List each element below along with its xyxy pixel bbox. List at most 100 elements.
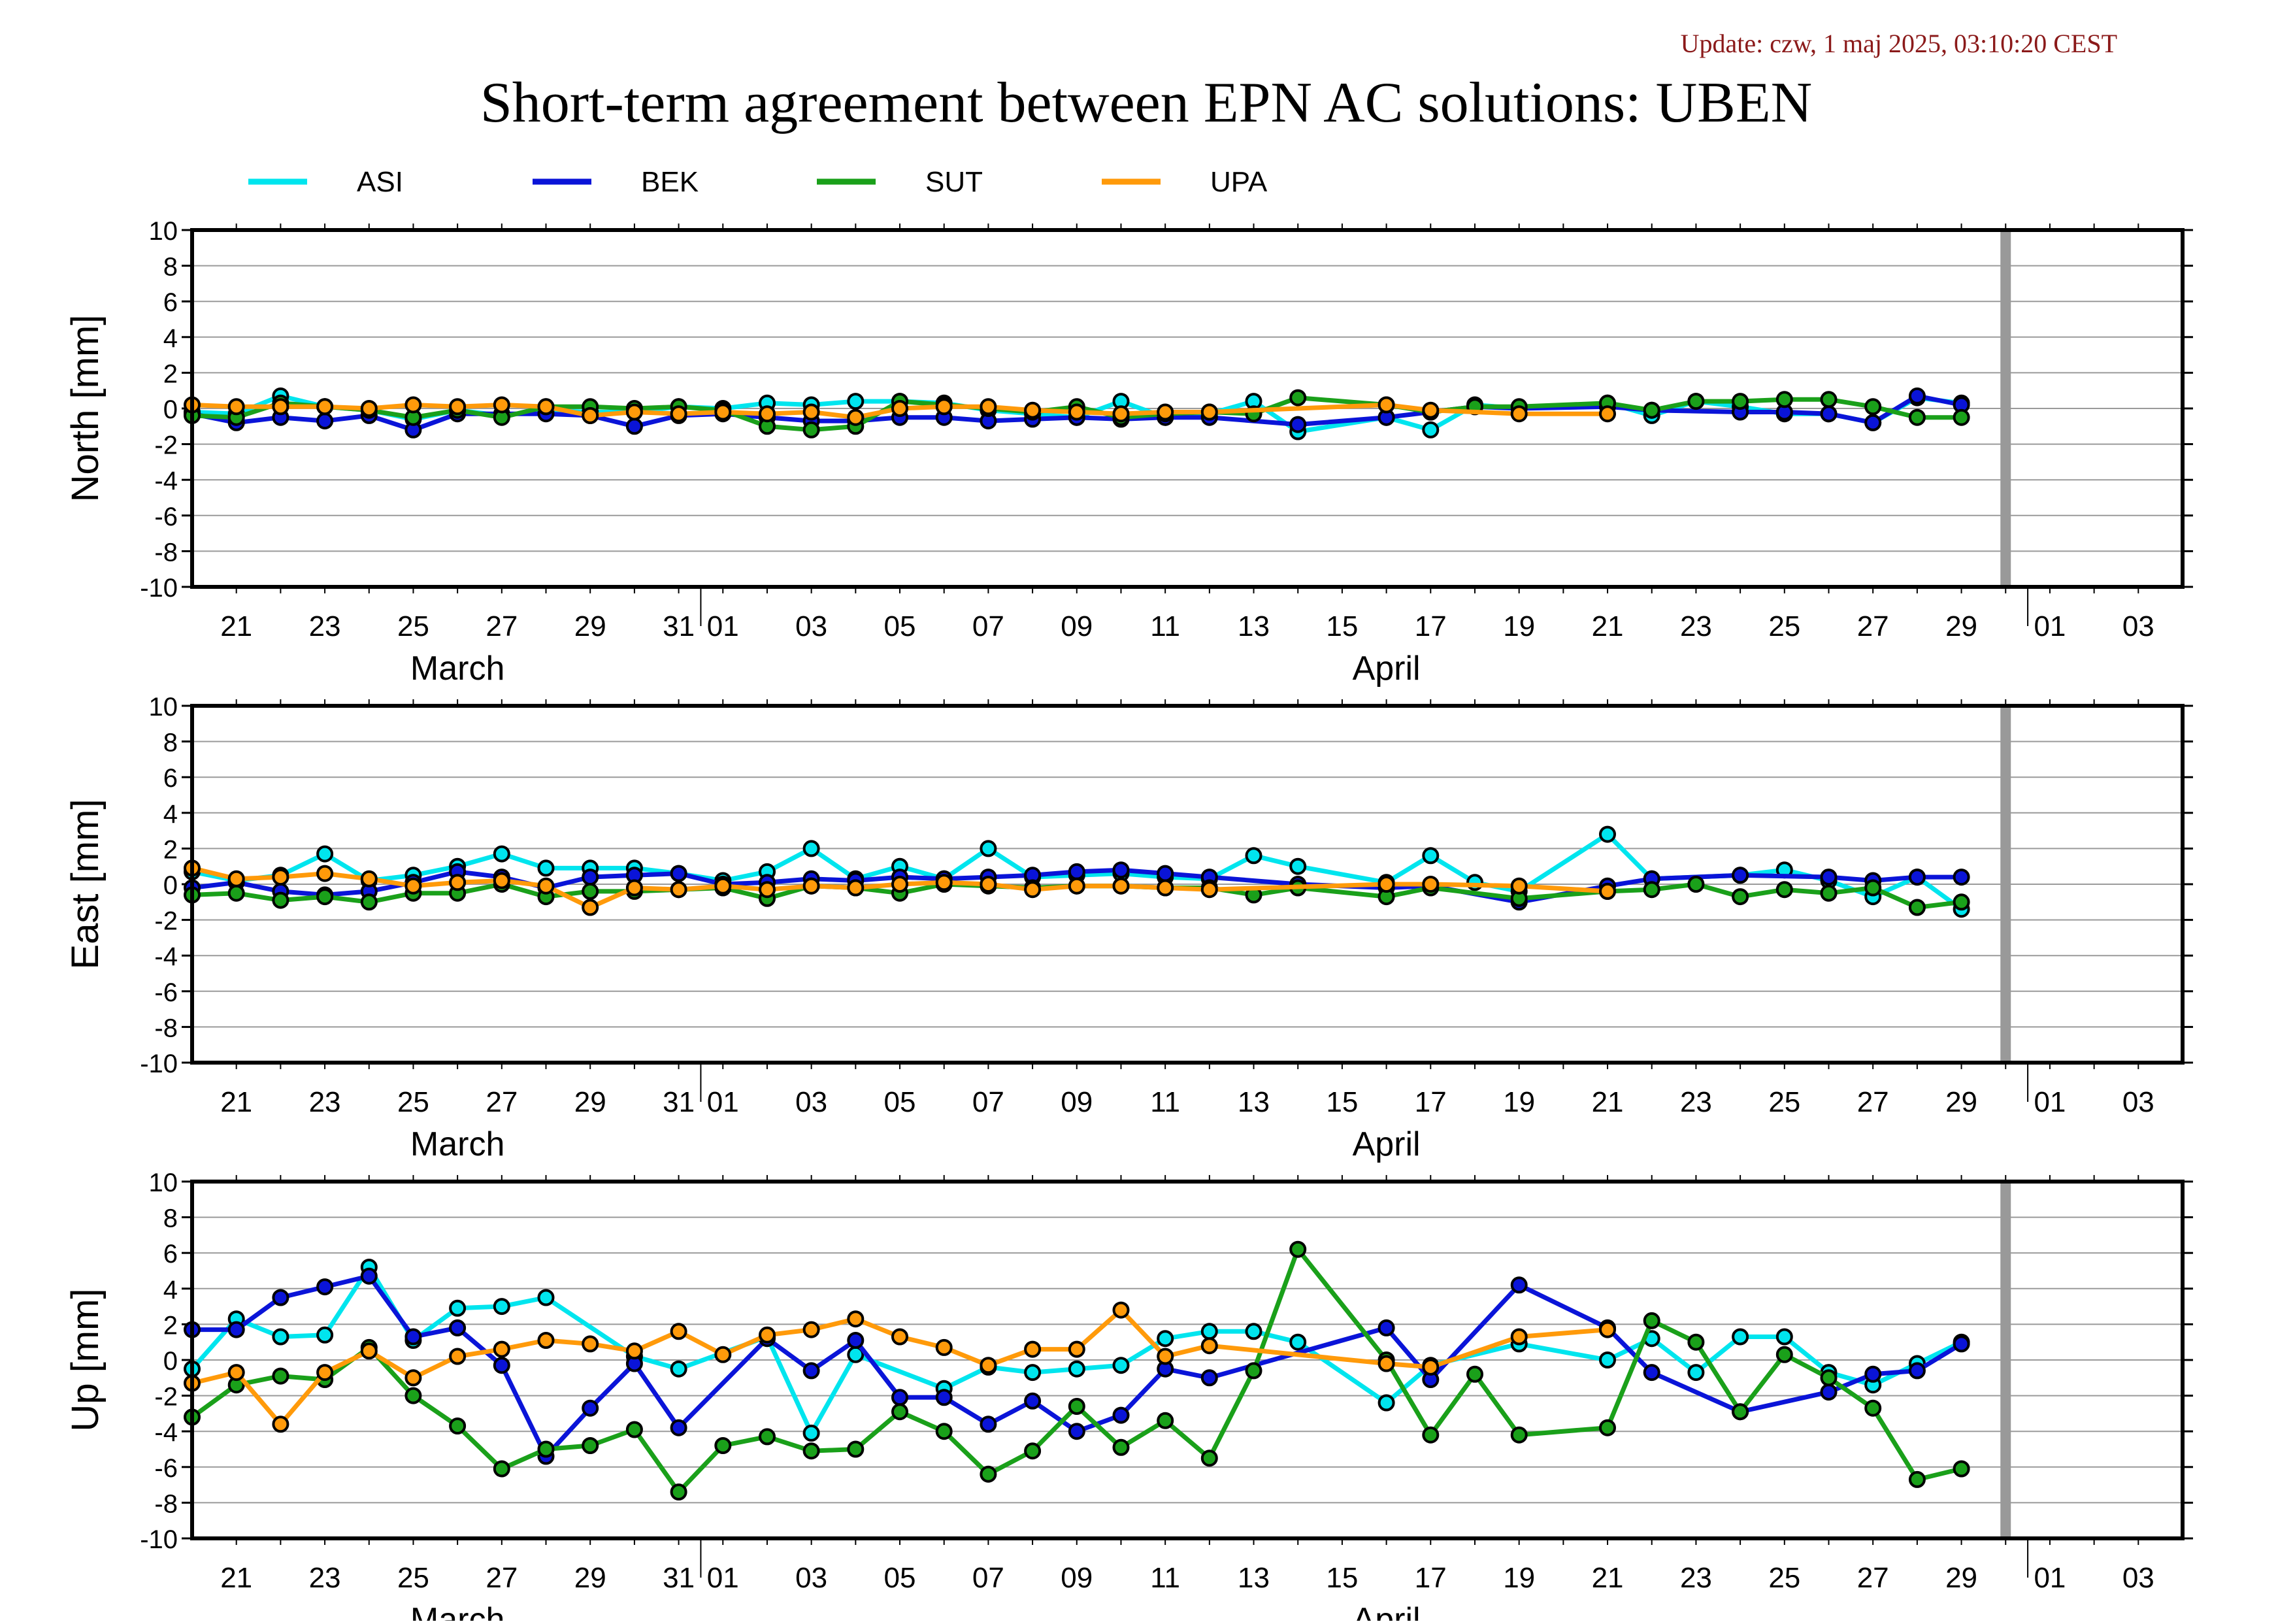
data-point-upa [227,398,245,416]
x-tick-label: 05 [884,1086,916,1118]
x-tick-label: 17 [1415,610,1447,642]
data-point-upa [1024,1340,1042,1358]
y-tick-label: 2 [163,359,178,388]
data-point-upa [625,879,643,897]
data-point-upa [980,398,997,416]
data-point-upa [537,1332,555,1349]
y-tick-label: 0 [163,871,178,900]
data-point-upa [847,1310,865,1328]
data-point-sut [1864,1399,1882,1417]
data-point-upa [493,872,510,889]
data-point-upa [980,1357,997,1374]
data-point-upa [1377,396,1395,414]
data-point-upa [1200,1337,1218,1355]
data-point-upa [537,398,555,416]
data-point-bek [802,1362,820,1380]
x-tick-label: 29 [1945,1562,1977,1594]
series-upa [184,859,1616,916]
data-point-upa [1510,405,1528,423]
data-point-sut [1820,1369,1838,1387]
data-point-sut [1643,881,1660,899]
x-tick-label: 25 [1768,1086,1800,1118]
data-point-upa [227,1364,245,1382]
data-point-bek [1112,861,1130,879]
data-point-sut [625,1421,643,1438]
legend-label-upa: UPA [1210,166,1268,198]
data-point-bek [1643,1364,1660,1382]
update-timestamp: Update: czw, 1 maj 2025, 03:10:20 CEST [1681,29,2117,58]
data-point-sut [1289,389,1307,406]
x-tick-label: 11 [1150,1086,1180,1118]
data-point-asi [1732,1328,1749,1346]
data-point-upa [891,876,908,893]
data-point-upa [1422,401,1440,419]
data-point-upa [360,870,378,887]
data-point-bek [1289,416,1307,433]
x-tick-label: 23 [309,1562,341,1594]
month-label: April [1353,1125,1421,1163]
data-point-upa [1112,405,1130,423]
x-tick-label: 23 [1680,610,1712,642]
x-tick-label: 01 [707,1562,739,1594]
data-point-sut [272,1367,289,1385]
data-point-upa [1599,882,1616,900]
data-point-sut [537,1440,555,1458]
data-point-sut [1289,1240,1307,1258]
data-point-upa [1068,877,1085,895]
data-point-sut [1643,1312,1660,1329]
x-tick-label: 23 [309,1086,341,1118]
x-tick-label: 19 [1503,1562,1535,1594]
data-point-asi [1112,1357,1130,1374]
month-label: April [1353,1601,1421,1621]
x-tick-label: 21 [220,1086,252,1118]
data-point-upa [670,1323,687,1340]
x-tick-label: 03 [2122,1086,2154,1118]
x-tick-label: 03 [795,1562,827,1594]
data-point-sut [759,1428,776,1446]
data-point-sut [802,421,820,439]
data-point-asi [1775,1328,1793,1346]
data-point-sut [582,1437,599,1454]
data-point-sut [1245,1362,1262,1380]
data-point-upa [493,1340,510,1358]
data-point-sut [1775,391,1793,408]
data-point-sut [1687,393,1705,410]
series-line-upa [191,865,1608,910]
data-point-sut [1112,1438,1130,1456]
x-tick-label: 27 [486,610,518,642]
data-point-bek [1908,869,1926,886]
data-point-bek [227,1321,245,1338]
data-point-bek [847,1332,865,1349]
data-point-upa [582,899,599,916]
data-point-sut [670,1483,687,1500]
data-point-upa [935,874,953,891]
data-point-upa [1157,1348,1174,1365]
data-point-upa [670,405,687,423]
x-tick-label: 09 [1061,1086,1093,1118]
x-tick-label: 11 [1150,610,1180,642]
data-point-asi [449,1299,467,1317]
data-point-bek [625,418,643,435]
x-tick-label: 27 [486,1562,518,1594]
data-point-bek [1864,414,1882,431]
data-point-asi [847,393,865,410]
data-point-bek [1200,1369,1218,1387]
data-point-sut [1599,1419,1616,1436]
x-tick-label: 05 [884,1562,916,1594]
data-point-sut [316,888,334,906]
data-point-bek [1820,1384,1838,1401]
data-point-upa [802,403,820,421]
data-point-bek [1820,405,1838,423]
y-tick-label: -4 [154,467,178,495]
data-point-bek [404,1328,422,1346]
x-tick-label: 23 [309,610,341,642]
x-tick-label: 31 [663,1086,695,1118]
data-point-asi [1200,1323,1218,1340]
data-point-sut [1643,401,1660,419]
data-point-upa [625,403,643,421]
y-tick-label: 4 [163,800,178,829]
x-tick-label: 01 [2034,1086,2066,1118]
data-point-bek [1024,1392,1042,1410]
y-tick-label: -8 [154,538,178,567]
data-point-upa [1112,877,1130,895]
